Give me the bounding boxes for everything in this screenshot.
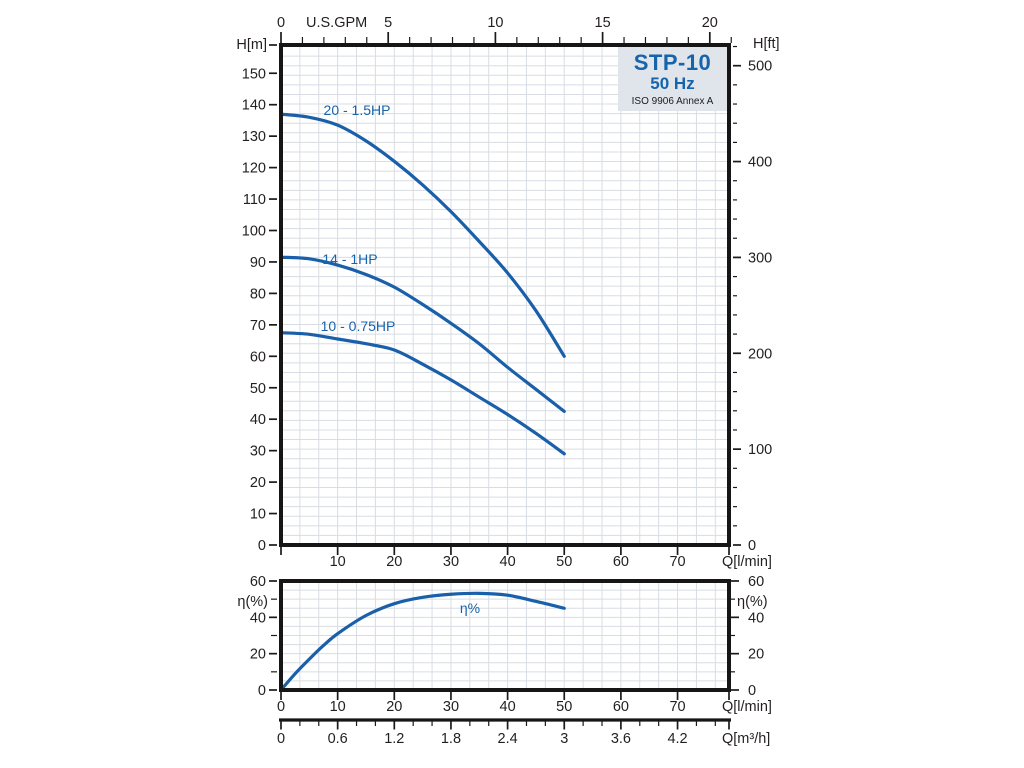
hm-tick-label: 120	[242, 161, 266, 177]
conversion-axis-qm3h: 0 0.6 1.2 1.8 2.4 3 3.6 4.2 Q[m³/h]	[277, 718, 770, 747]
pump-frequency: 50 Hz	[650, 74, 695, 94]
main-chart: 20 - 1.5HP 14 - 1HP 10 - 0.75HP 0 5 10 15 20 U.S…	[236, 15, 779, 570]
qlmin-tick-label: 50	[556, 699, 572, 715]
standard-note: ISO 9906 Annex A	[631, 95, 714, 107]
hft-tick-label: 0	[748, 538, 756, 554]
gpm-tick-label: 20	[702, 15, 718, 31]
qlmin-tick-label: 70	[669, 554, 685, 570]
gpm-tick-label: 15	[595, 15, 611, 31]
plot-border	[279, 43, 731, 547]
eta-tick-label: 60	[250, 574, 266, 590]
qlmin-tick-label: 10	[330, 554, 346, 570]
curve-label-20-1.5hp: 20 - 1.5HP	[324, 102, 391, 118]
hm-tick-label: 140	[242, 98, 266, 114]
eta-tick-label: 60	[748, 574, 764, 590]
eta-tick-label: 20	[748, 647, 764, 663]
hm-tick-label: 50	[250, 381, 266, 397]
qlmin-tick-label: 30	[443, 554, 459, 570]
main-grid	[281, 45, 729, 545]
hm-tick-label: 80	[250, 286, 266, 302]
eta-tick-label: 40	[748, 610, 764, 626]
hft-tick-label: 300	[748, 250, 772, 266]
hm-tick-label: 30	[250, 444, 266, 460]
qlmin-tick-label: 50	[556, 554, 572, 570]
hm-tick-label: 20	[250, 475, 266, 491]
axis-title-qlmin: Q[l/min]	[722, 554, 772, 570]
curve-label-efficiency: η%	[460, 600, 480, 616]
qm3h-tick-label: 2.4	[498, 731, 518, 747]
plot-border	[279, 579, 731, 692]
qlmin-tick-label: 10	[330, 699, 346, 715]
hm-tick-label: 0	[258, 538, 266, 554]
hm-tick-label: 150	[242, 66, 266, 82]
title-box: STP-10 50 Hz ISO 9906 Annex A	[618, 47, 727, 111]
curve-10-0.75hp	[279, 331, 566, 456]
curve-efficiency	[279, 591, 566, 692]
axis-title-qm3h: Q[m³/h]	[722, 731, 770, 747]
curve-label-14-1hp: 14 - 1HP	[322, 251, 377, 267]
hm-tick-label: 60	[250, 349, 266, 365]
eta-tick-label: 0	[258, 683, 266, 699]
qlmin-tick-label: 40	[500, 554, 516, 570]
curve-20-1.5hp	[279, 112, 566, 358]
axis-bottom-main-qlmin: 10 20 30 40 50 60 70 Q[l/min]	[280, 547, 772, 570]
hm-tick-label: 70	[250, 318, 266, 334]
hm-tick-label: 90	[250, 255, 266, 271]
axis-title-qlmin: Q[l/min]	[722, 699, 772, 715]
qm3h-tick-label: 0	[277, 731, 285, 747]
hft-tick-label: 500	[748, 59, 772, 75]
axis-top-usgpm: 0 5 10 15 20 U.S.GPM	[277, 15, 732, 43]
gpm-tick-label: 5	[384, 15, 392, 31]
gpm-tick-label: 0	[277, 15, 285, 31]
eta-tick-label: 0	[748, 683, 756, 699]
axis-right-hft: 0 100 200 300 400 500 H[ft]	[733, 36, 780, 554]
qlmin-tick-label: 60	[613, 554, 629, 570]
hft-tick-label: 400	[748, 155, 772, 171]
axis-bottom-eff-qlmin: 0 10 20 30 40 50 60 70 Q[l/min]	[277, 692, 772, 715]
hm-tick-label: 130	[242, 129, 266, 145]
qm3h-tick-label: 3	[560, 731, 568, 747]
axis-left-eta: 0 20 40 60 η(%)	[237, 574, 277, 699]
axis-right-eta: 0 20 40 60 η(%)	[731, 574, 768, 699]
hm-tick-label: 40	[250, 412, 266, 428]
hm-tick-label: 110	[243, 192, 266, 208]
hft-tick-label: 100	[748, 442, 772, 458]
qlmin-tick-label: 20	[386, 699, 402, 715]
curve-label-10-0.75hp: 10 - 0.75HP	[321, 318, 396, 334]
eta-tick-label: 20	[250, 647, 266, 663]
head-curves: 20 - 1.5HP 14 - 1HP 10 - 0.75HP	[279, 102, 566, 456]
qm3h-tick-label: 1.8	[441, 731, 461, 747]
eta-tick-label: 40	[250, 610, 266, 626]
axis-title-eta: η(%)	[237, 594, 268, 610]
qm3h-tick-label: 3.6	[611, 731, 631, 747]
qlmin-tick-label: 40	[500, 699, 516, 715]
qlmin-tick-label: 20	[386, 554, 402, 570]
hft-tick-label: 200	[748, 346, 772, 362]
qm3h-tick-label: 0.6	[328, 731, 348, 747]
qlmin-tick-label: 60	[613, 699, 629, 715]
axis-title-hm: H[m]	[236, 37, 267, 53]
axis-title-usgpm: U.S.GPM	[306, 15, 367, 31]
efficiency-chart: η% 0 20 40 60 η(%) 0 20 40 60 η(%) 0 10 20 30 40 50 60 70 Q…	[237, 574, 772, 715]
axis-title-eta: η(%)	[737, 594, 768, 610]
qlmin-tick-label: 0	[277, 699, 285, 715]
hm-tick-label: 10	[250, 507, 266, 523]
hm-tick-label: 100	[242, 224, 266, 240]
axis-title-hft: H[ft]	[753, 36, 780, 52]
qm3h-tick-label: 4.2	[667, 731, 687, 747]
qlmin-tick-label: 70	[669, 699, 685, 715]
axis-left-hm: 0 10 20 30 40 50 60 70 80 90 100 110 120 130 140 150 H[m…	[236, 37, 277, 554]
qm3h-tick-label: 1.2	[384, 731, 404, 747]
qlmin-tick-label: 30	[443, 699, 459, 715]
eff-grid	[281, 581, 729, 690]
gpm-tick-label: 10	[487, 15, 503, 31]
pump-model: STP-10	[633, 49, 712, 75]
curve-14-1hp	[279, 255, 566, 413]
